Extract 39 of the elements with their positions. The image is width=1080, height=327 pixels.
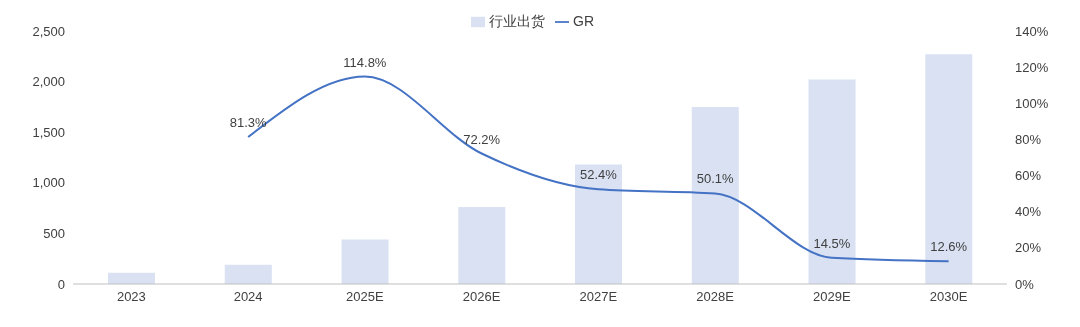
x-tick-label: 2023 [116, 289, 146, 305]
legend-label: GR [573, 13, 594, 29]
y-tick-label: 2,000 [32, 74, 65, 90]
y2-tick-label: 0% [1015, 276, 1035, 292]
data-label: 52.4% [579, 167, 618, 183]
bar [575, 164, 623, 284]
y2-tick-label: 140% [1015, 23, 1049, 39]
bar [808, 79, 856, 284]
y-tick-label: 1,500 [32, 124, 65, 140]
data-label: 81.3% [229, 115, 267, 131]
bar [925, 54, 973, 284]
y2-tick-label: 20% [1015, 240, 1042, 256]
bar [108, 272, 156, 284]
data-label: 12.6% [930, 239, 968, 255]
y2-tick-label: 60% [1015, 168, 1042, 184]
x-tick-label: 2024 [233, 289, 263, 305]
data-label: 14.5% [813, 235, 851, 251]
y-tick-label: 2,500 [32, 23, 65, 39]
x-tick-label: 2026E [462, 289, 501, 305]
x-tick-label: 2029E [813, 289, 851, 305]
data-label: 114.8% [343, 54, 387, 70]
data-label: 72.2% [463, 131, 501, 147]
data-label: 50.1% [696, 171, 734, 187]
bar [458, 207, 506, 284]
y-tick-label: 500 [43, 226, 65, 242]
x-tick-label: 2027E [579, 289, 618, 305]
y2-tick-label: 40% [1015, 204, 1042, 220]
bar [691, 106, 739, 284]
x-tick-label: 2030E [929, 289, 968, 305]
y2-tick-label: 100% [1015, 95, 1049, 111]
y2-tick-label: 80% [1015, 132, 1042, 148]
legend-label: 行业出货 [489, 13, 545, 29]
bar [341, 239, 389, 284]
y-tick-label: 0 [57, 276, 65, 292]
bar [224, 264, 272, 284]
x-tick-label: 2028E [696, 289, 735, 305]
y2-tick-label: 120% [1015, 59, 1049, 75]
y-tick-label: 1,000 [32, 175, 65, 191]
x-tick-label: 2025E [346, 289, 384, 305]
